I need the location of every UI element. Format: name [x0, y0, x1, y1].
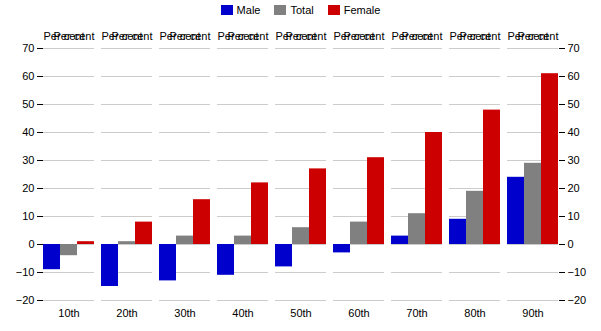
svg-text:−10: −10 — [568, 266, 587, 278]
svg-text:Per cent: Per cent — [460, 30, 501, 42]
svg-text:70: 70 — [568, 42, 580, 54]
html-text:Male: Male — [236, 4, 261, 16]
svg-text:10: 10 — [568, 210, 580, 222]
svg-text:Per cent: Per cent — [518, 30, 559, 42]
svg-text:80th: 80th — [464, 307, 485, 319]
svg-text:60: 60 — [568, 70, 580, 82]
html-text:Female: Female — [343, 4, 381, 16]
svg-text:20: 20 — [568, 182, 580, 194]
svg-text:−10: −10 — [16, 266, 35, 278]
svg-text:50: 50 — [568, 98, 580, 110]
svg-text:40: 40 — [22, 126, 34, 138]
svg-text:30th: 30th — [174, 307, 195, 319]
svg-text:40: 40 — [568, 126, 580, 138]
svg-text:30: 30 — [568, 154, 580, 166]
svg-text:0: 0 — [28, 238, 34, 250]
svg-text:90th: 90th — [522, 307, 543, 319]
svg-text:Per cent: Per cent — [170, 30, 211, 42]
svg-text:Per cent: Per cent — [286, 30, 327, 42]
svg-text:−20: −20 — [568, 294, 587, 306]
svg-text:50: 50 — [22, 98, 34, 110]
svg-text:30: 30 — [22, 154, 34, 166]
svg-text:Per cent: Per cent — [402, 30, 443, 42]
svg-text:40th: 40th — [232, 307, 253, 319]
svg-text:Per cent: Per cent — [344, 30, 385, 42]
svg-text:20: 20 — [22, 182, 34, 194]
svg-text:70th: 70th — [406, 307, 427, 319]
svg-text:60th: 60th — [348, 307, 369, 319]
svg-text:Per cent: Per cent — [54, 30, 95, 42]
svg-text:70: 70 — [22, 42, 34, 54]
svg-text:Per cent: Per cent — [112, 30, 153, 42]
svg-text:0: 0 — [568, 238, 574, 250]
svg-text:60: 60 — [22, 70, 34, 82]
svg-text:10th: 10th — [58, 307, 79, 319]
svg-text:−20: −20 — [16, 294, 35, 306]
svg-text:Per cent: Per cent — [228, 30, 269, 42]
html-text:Total: Total — [290, 4, 314, 16]
svg-text:50th: 50th — [290, 307, 311, 319]
svg-text:10: 10 — [22, 210, 34, 222]
svg-text:20th: 20th — [116, 307, 137, 319]
